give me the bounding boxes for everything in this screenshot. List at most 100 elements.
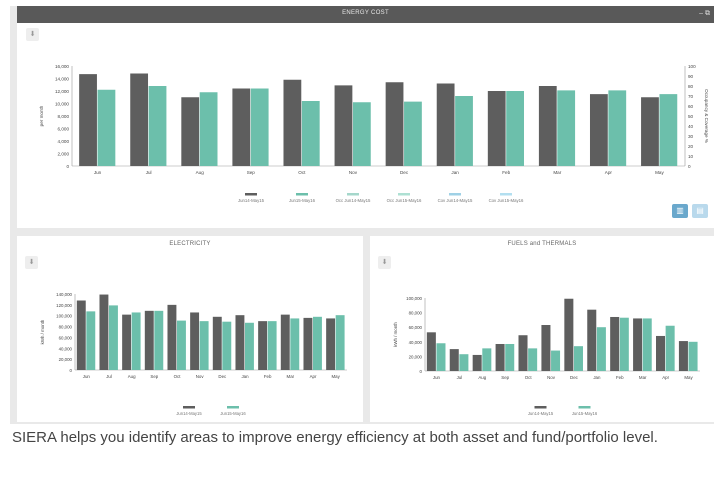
x-tick-label: Mar <box>553 170 561 175</box>
bar <box>608 90 627 166</box>
bar <box>587 309 597 371</box>
y-tick-label: 0 <box>70 368 73 373</box>
bar <box>232 88 251 166</box>
bar <box>280 314 290 370</box>
caption-text: SIERA helps you identify areas to improv… <box>12 429 658 446</box>
y-tick-label: 80,000 <box>409 311 423 316</box>
y-axis-label: per month <box>39 105 44 126</box>
y-tick-label: 8,000 <box>58 114 70 119</box>
x-tick-label: Nov <box>547 375 556 380</box>
y-tick-label: 100,000 <box>56 314 72 319</box>
bar <box>97 89 116 166</box>
y-tick-label: 40,000 <box>409 340 423 345</box>
x-tick-label: Aug <box>478 375 486 380</box>
legend-swatch <box>296 193 308 196</box>
x-tick-label: Jan <box>451 170 459 175</box>
legend-swatch <box>578 406 591 409</box>
legend-label: Jun15-May16 <box>572 411 598 416</box>
bar <box>86 311 96 370</box>
y-tick-label: 40,000 <box>59 346 73 351</box>
bar <box>482 348 492 371</box>
fuels-chart: 0 20,000 40,000 60,000 80,000 100,000 kWh / mo… <box>393 296 700 416</box>
bar <box>449 349 459 371</box>
bar <box>335 315 345 370</box>
bar <box>688 341 698 371</box>
bar <box>267 321 277 370</box>
x-tick-label: Dec <box>570 375 579 380</box>
bar <box>199 92 218 166</box>
y-tick-label: 80,000 <box>59 325 73 330</box>
panel-window-controls[interactable]: – ⧉ <box>699 10 710 17</box>
legend-label: Occ Jun15-May16 <box>387 198 422 203</box>
bar <box>459 354 469 371</box>
bar <box>181 97 200 166</box>
bar <box>222 321 232 370</box>
x-tick-label: Aug <box>196 170 205 175</box>
download-icon[interactable]: ⬇ <box>26 28 39 41</box>
bar <box>109 305 118 370</box>
y-tick-label: 100,000 <box>406 296 422 301</box>
bar <box>258 321 268 370</box>
x-tick-label: Nov <box>349 170 358 175</box>
bar <box>656 335 666 371</box>
y-tick-label: 14,000 <box>55 77 69 82</box>
x-tick-label: Dec <box>218 374 227 379</box>
line-chart-icon[interactable]: ▤ <box>692 204 708 218</box>
bar <box>678 341 688 371</box>
x-tick-label: Nov <box>196 374 205 379</box>
bar <box>352 102 371 166</box>
bar <box>495 343 505 371</box>
y2-tick-label: 90 <box>688 74 694 79</box>
y-tick-label: 10,000 <box>55 102 69 107</box>
y-tick-label: 20,000 <box>409 354 423 359</box>
y-tick-label: 0 <box>420 369 423 374</box>
y-tick-label: 6,000 <box>58 127 70 132</box>
bar <box>589 94 608 166</box>
y-tick-label: 120,000 <box>56 303 72 308</box>
bar <box>385 82 404 166</box>
download-icon[interactable]: ⬇ <box>25 256 38 269</box>
legend-label: Occ Jun14-May15 <box>336 198 371 203</box>
bar <box>541 325 551 371</box>
y-tick-label: 12,000 <box>55 89 69 94</box>
y2-tick-label: 100 <box>688 64 696 69</box>
x-tick-label: Jul <box>146 170 152 175</box>
bar <box>641 97 659 166</box>
x-tick-label: Apr <box>662 375 669 380</box>
bar-chart-icon[interactable]: ▥ <box>672 204 688 218</box>
bar <box>619 317 629 371</box>
bar <box>177 320 186 370</box>
x-tick-label: Jan <box>593 375 601 380</box>
x-tick-label: Apr <box>310 374 317 379</box>
x-tick-label: Mar <box>639 375 647 380</box>
bar <box>528 348 538 371</box>
x-tick-label: May <box>684 375 693 380</box>
legend-swatch <box>534 406 547 409</box>
y-tick-label: 140,000 <box>56 292 72 297</box>
x-tick-label: May <box>332 374 341 379</box>
bar <box>167 304 177 370</box>
bar <box>235 315 245 370</box>
bar <box>334 85 353 166</box>
bar <box>665 325 675 371</box>
x-tick-label: Oct <box>525 375 533 380</box>
legend-label: Jun15-May16 <box>220 411 246 416</box>
bar <box>313 316 322 370</box>
bar <box>245 322 254 370</box>
x-tick-label: May <box>655 170 664 175</box>
legend-swatch <box>245 193 257 196</box>
bar <box>506 91 524 166</box>
x-tick-label: Jul <box>106 374 112 379</box>
bar <box>557 90 576 166</box>
legend-swatch <box>449 193 461 196</box>
bar <box>551 350 561 371</box>
legend-label: Jun14-May15 <box>238 198 265 203</box>
electricity-title: ELECTRICITY <box>169 241 211 247</box>
download-icon[interactable]: ⬇ <box>378 256 391 269</box>
bar <box>472 354 482 371</box>
y-tick-label: 4,000 <box>58 139 70 144</box>
bar <box>301 101 320 166</box>
y2-tick-label: 30 <box>688 134 694 139</box>
y-tick-label: 0 <box>66 164 69 169</box>
x-tick-label: Jan <box>241 374 249 379</box>
